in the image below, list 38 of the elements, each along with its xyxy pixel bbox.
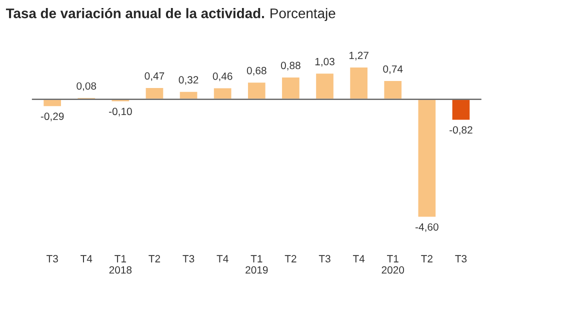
- data-label: 0,32: [178, 76, 198, 85]
- data-label: 0,47: [144, 72, 164, 81]
- bar: [280, 76, 301, 100]
- x-tick-label: T2: [284, 255, 296, 262]
- bar: [144, 86, 165, 100]
- data-label: 1,27: [349, 52, 368, 60]
- bar: [416, 98, 437, 218]
- data-label: 0,68: [246, 66, 266, 76]
- data-label: 1,03: [315, 58, 334, 67]
- data-label: -0,29: [40, 112, 64, 122]
- bar: [42, 98, 62, 108]
- x-tick-label: T1 2019: [246, 255, 268, 274]
- bar: [348, 66, 369, 100]
- data-label: 0,46: [212, 72, 232, 82]
- x-tick-label: T2: [148, 255, 160, 262]
- x-tick-label: T4: [80, 255, 92, 262]
- data-label: 0,88: [280, 62, 300, 70]
- bar: [246, 81, 267, 100]
- x-tick-label: T4: [352, 255, 365, 262]
- bar: [314, 72, 335, 100]
- x-tick-label: T3: [46, 255, 58, 262]
- data-label: 0,08: [76, 82, 96, 91]
- x-tick-label: T2: [421, 255, 432, 262]
- data-label: -4,60: [416, 223, 438, 232]
- chart-subtitle: Porcentaje: [270, 8, 336, 22]
- x-tick-label: T1 2020: [382, 255, 404, 274]
- x-tick-label: T3: [318, 255, 330, 262]
- bar: [212, 86, 233, 100]
- data-label: 0,74: [383, 65, 403, 74]
- bar: [382, 80, 403, 100]
- data-label: -0,10: [109, 108, 132, 116]
- x-tick-label: T4: [216, 255, 228, 262]
- chart-title: Tasa de variación anual de la actividad.: [6, 8, 264, 18]
- x-tick-label: T3: [182, 255, 194, 262]
- x-tick-label: T1 2018: [109, 255, 132, 274]
- x-tick-label: T3: [455, 255, 467, 262]
- data-label: -0,82: [450, 126, 472, 135]
- bar: [450, 98, 472, 122]
